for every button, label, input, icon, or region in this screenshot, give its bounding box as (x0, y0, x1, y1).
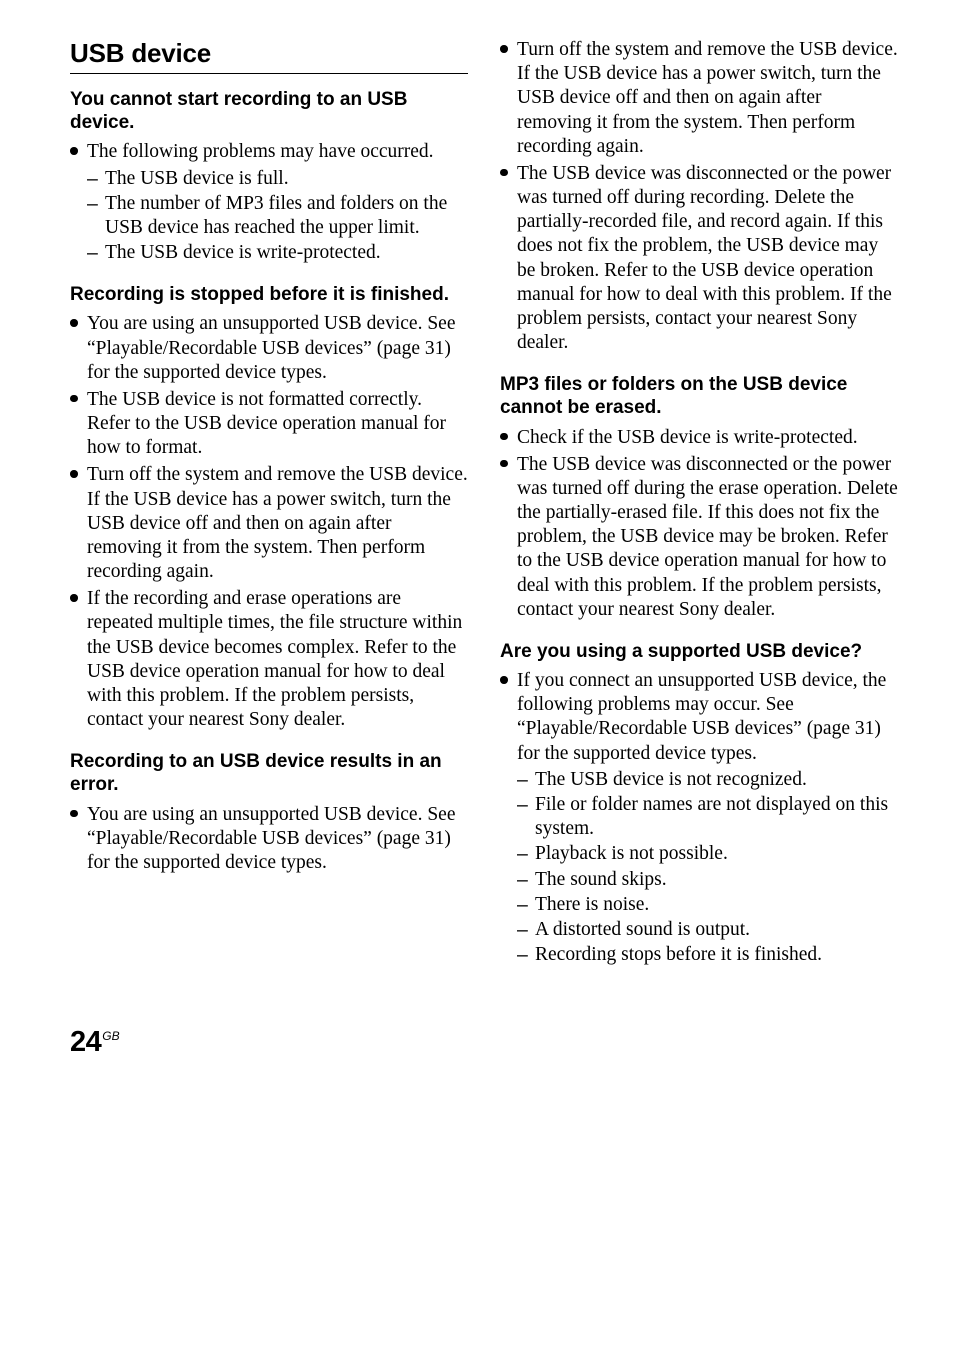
dash-item: The sound skips. (517, 868, 898, 892)
page-footer: 24GB (70, 1026, 898, 1059)
left-column: USB device You cannot start recording to… (70, 38, 468, 970)
right-column: Turn off the system and remove the USB d… (500, 38, 898, 970)
bullet-list: You are using an unsupported USB device.… (70, 312, 468, 732)
language-code: GB (102, 1029, 119, 1043)
dash-item: There is noise. (517, 893, 898, 917)
dash-item: The USB device is full. (87, 167, 468, 191)
bullet-item: Check if the USB device is write-protect… (500, 426, 898, 450)
bullet-item: If the recording and erase operations ar… (70, 587, 468, 732)
two-column-layout: USB device You cannot start recording to… (70, 38, 898, 970)
dash-item: The USB device is not recognized. (517, 768, 898, 792)
bullet-list: The following problems may have occurred… (70, 140, 468, 265)
dash-list: The USB device is not recognized. File o… (517, 768, 898, 967)
bullet-item: The following problems may have occurred… (70, 140, 468, 265)
dash-item: Playback is not possible. (517, 842, 898, 866)
page-number: 24 (70, 1026, 101, 1058)
question-heading: MP3 files or folders on the USB device c… (500, 373, 898, 419)
bullet-item: You are using an unsupported USB device.… (70, 312, 468, 385)
bullet-item: If you connect an unsupported USB device… (500, 669, 898, 967)
dash-item: A distorted sound is output. (517, 918, 898, 942)
question-heading: Recording is stopped before it is finish… (70, 283, 468, 306)
section-heading: USB device (70, 38, 468, 74)
bullet-list: Turn off the system and remove the USB d… (500, 38, 898, 355)
bullet-item: The USB device was disconnected or the p… (500, 453, 898, 622)
bullet-item: Turn off the system and remove the USB d… (500, 38, 898, 159)
question-heading: Are you using a supported USB device? (500, 640, 898, 663)
dash-item: Recording stops before it is finished. (517, 943, 898, 967)
question-heading: You cannot start recording to an USB dev… (70, 88, 468, 134)
dash-item: The USB device is write-protected. (87, 241, 468, 265)
bullet-list: You are using an unsupported USB device.… (70, 803, 468, 876)
bullet-item: You are using an unsupported USB device.… (70, 803, 468, 876)
dash-list: The USB device is full. The number of MP… (87, 167, 468, 266)
bullet-text: The following problems may have occurred… (87, 141, 434, 162)
dash-item: File or folder names are not displayed o… (517, 793, 898, 841)
bullet-list: Check if the USB device is write-protect… (500, 426, 898, 622)
dash-item: The number of MP3 files and folders on t… (87, 192, 468, 240)
bullet-item: The USB device was disconnected or the p… (500, 162, 898, 355)
bullet-item: Turn off the system and remove the USB d… (70, 463, 468, 584)
bullet-item: The USB device is not formatted correctl… (70, 388, 468, 461)
bullet-list: If you connect an unsupported USB device… (500, 669, 898, 967)
bullet-text: If you connect an unsupported USB device… (517, 670, 886, 764)
question-heading: Recording to an USB device results in an… (70, 750, 468, 796)
